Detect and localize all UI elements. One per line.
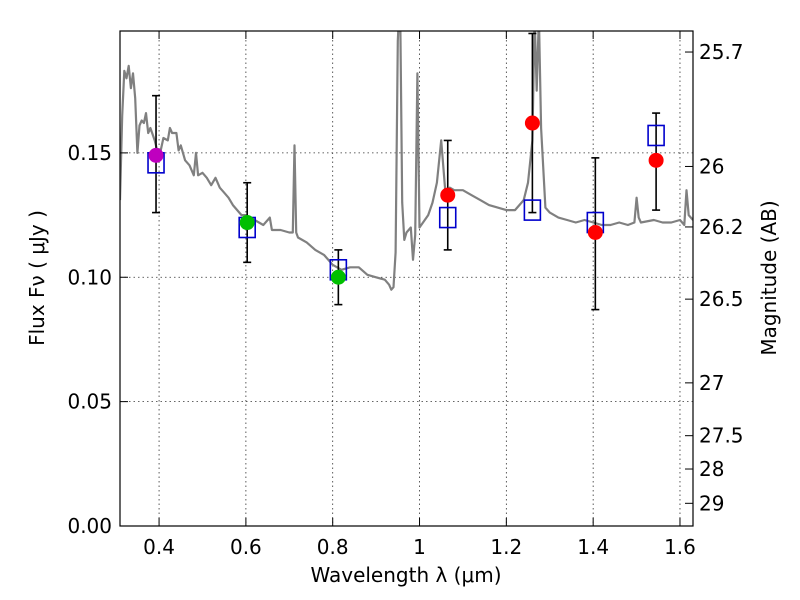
observed-point bbox=[524, 115, 540, 131]
y-tick-label: 0.15 bbox=[67, 141, 112, 165]
model-square bbox=[438, 206, 457, 229]
y2-tick-label: 25.7 bbox=[699, 40, 744, 64]
observed-point bbox=[239, 215, 255, 231]
observed-point bbox=[648, 152, 664, 168]
model-square bbox=[647, 124, 665, 147]
y-axis-label: Flux Fν ( μJy ) bbox=[25, 210, 49, 346]
observed-point bbox=[587, 224, 603, 240]
grid bbox=[120, 31, 693, 527]
y2-axis-label: Magnitude (AB) bbox=[757, 200, 781, 355]
x-tick-label: 1.4 bbox=[577, 535, 609, 559]
y2-tick-label: 27 bbox=[699, 371, 724, 395]
y2-tick-label: 29 bbox=[699, 491, 724, 515]
y2-tick-label: 27.5 bbox=[699, 424, 744, 448]
y-tick-label: 0.00 bbox=[67, 514, 112, 538]
x-tick-label: 1.6 bbox=[664, 535, 696, 559]
y2-tick-label: 26.5 bbox=[699, 287, 744, 311]
plot-frame bbox=[119, 30, 694, 527]
marker-layer bbox=[147, 32, 665, 311]
y2-tick-label: 28 bbox=[699, 457, 724, 481]
spectrum-layer bbox=[120, 31, 693, 291]
x-tick-label: 0.6 bbox=[230, 535, 262, 559]
observed-point bbox=[440, 187, 456, 203]
ticks: 0.4 0.6 0.8 1 1.2 1.4 1.6 0.00 0.05 0.10 0.15 25.7 2… bbox=[67, 31, 744, 559]
x-axis-label: Wavelength λ (μm) bbox=[310, 563, 501, 587]
spectrum-line bbox=[120, 31, 693, 291]
y2-tick-label: 26.2 bbox=[699, 215, 744, 239]
x-tick-label: 0.8 bbox=[317, 535, 349, 559]
model-square bbox=[523, 199, 542, 221]
observed-point bbox=[330, 269, 346, 285]
x-tick-label: 1 bbox=[413, 535, 426, 559]
observed-point bbox=[148, 147, 164, 163]
x-tick-label: 0.4 bbox=[143, 535, 175, 559]
x-tick-label: 1.2 bbox=[490, 535, 522, 559]
y2-tick-label: 26 bbox=[699, 154, 724, 178]
y-tick-label: 0.05 bbox=[67, 390, 112, 414]
y-tick-label: 0.10 bbox=[67, 265, 112, 289]
